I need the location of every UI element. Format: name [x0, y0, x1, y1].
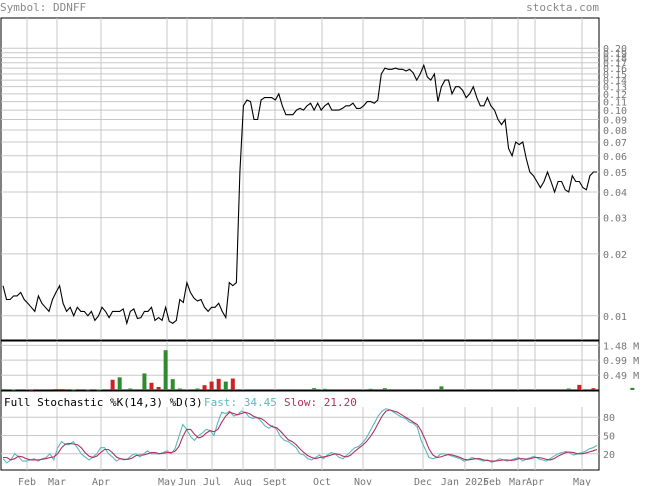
volume-bar: [170, 379, 175, 390]
price-tick-label: 0.14: [603, 76, 627, 87]
price-tick-label: 0.20: [603, 44, 627, 55]
price-tick-label: 0.08: [603, 126, 627, 137]
volume-bar: [1, 389, 5, 391]
x-axis-label: Jul: [203, 477, 221, 486]
stochastic-slow-label: Slow: 21.20: [284, 396, 357, 409]
price-tick-label: 0.11: [603, 98, 627, 109]
price-frame: [0, 17, 600, 341]
x-axis-label: Apr: [92, 477, 110, 486]
volume-bar: [368, 388, 373, 390]
x-axis-label: Sept: [263, 477, 287, 486]
volume-tick-label: 1.48 M: [603, 341, 639, 352]
volume-bar: [54, 389, 59, 391]
x-axis-label: Feb: [483, 477, 501, 486]
price-tick-label: 0.02: [603, 250, 627, 261]
stochastic-k-line: [2, 408, 598, 464]
volume-bar: [382, 388, 387, 390]
x-axis-label: Mar: [48, 477, 66, 486]
volume-bar: [322, 388, 327, 390]
volume-bar: [117, 377, 122, 390]
stochastic-tick-label: 80: [603, 413, 615, 424]
volume-frame: [0, 340, 600, 391]
price-tick-label: 0.10: [603, 106, 627, 117]
x-axis-label: Nov: [354, 477, 372, 486]
volume-bar: [577, 384, 582, 390]
volume-bar: [566, 388, 571, 390]
volume-bar: [156, 386, 161, 390]
volume-bar: [439, 386, 444, 390]
volume-tick-label: 0.99 M: [603, 356, 639, 367]
volume-panel: 1.48 M 0.99 M 0.49 M: [0, 340, 639, 391]
x-axis-label: Dec: [414, 477, 432, 486]
price-tick-label: 0.13: [603, 83, 627, 94]
x-axis-label: May: [158, 477, 176, 486]
x-axis-label: Aug: [234, 477, 252, 486]
price-tick-label: 0.04: [603, 188, 627, 199]
x-axis-label: Jan 2025: [441, 477, 489, 486]
x-axis-label: Oct: [313, 477, 331, 486]
x-axis-label: Jun: [178, 477, 196, 486]
volume-bar: [630, 387, 635, 390]
volume-bar: [209, 381, 214, 390]
symbol-label: Symbol: DDNFF: [0, 1, 86, 14]
x-axis-label: May: [573, 477, 591, 486]
price-tick-label: 0.07: [603, 138, 627, 149]
volume-bar: [110, 379, 115, 390]
price-panel: 0.200.190.180.170.160.150.140.130.120.11…: [0, 17, 627, 341]
volume-bar: [61, 389, 66, 391]
stochastic-tick-label: 50: [603, 432, 615, 443]
volume-bar: [29, 389, 34, 391]
x-axis-label: Apr: [526, 477, 544, 486]
volume-tick-label: 0.49 M: [603, 371, 639, 382]
price-tick-label: 0.12: [603, 90, 627, 101]
volume-bar: [163, 350, 168, 390]
x-axis-label: Feb: [18, 477, 36, 486]
volume-bar: [128, 388, 133, 390]
price-tick-label: 0.05: [603, 168, 627, 179]
stochastic-title: Full Stochastic %K(14,3) %D(3): [4, 396, 203, 409]
price-tick-label: 0.16: [603, 64, 627, 75]
volume-bar: [177, 388, 182, 390]
volume-bar: [202, 385, 207, 390]
price-tick-label: 0.06: [603, 152, 627, 163]
volume-bar: [216, 378, 221, 390]
stochastic-frame: [0, 390, 600, 471]
volume-bar: [223, 381, 228, 390]
volume-bar: [71, 389, 76, 391]
price-tick-label: 0.09: [603, 116, 627, 127]
volume-bar: [11, 389, 16, 391]
price-tick-label: 0.03: [603, 214, 627, 225]
price-series-line: [2, 63, 597, 326]
stochastic-d-line: [3, 409, 598, 462]
volume-bar: [96, 389, 101, 391]
volume-bar: [149, 382, 154, 390]
x-axis-label: Mar: [509, 477, 527, 486]
x-axis-labels: Feb Mar Apr May Jun Jul Aug Sept Oct Nov Dec Jan 20…: [18, 477, 591, 486]
price-tick-label: 0.18: [603, 54, 627, 65]
price-tick-label: 0.15: [603, 70, 627, 81]
site-label: stockta.com: [526, 1, 599, 14]
volume-bar: [312, 388, 317, 390]
volume-bar: [142, 373, 147, 390]
price-tick-label: 0.01: [603, 312, 627, 323]
volume-bar: [230, 378, 235, 390]
volume-bar: [591, 388, 596, 390]
stochastic-tick-label: 20: [603, 450, 615, 461]
volume-bar: [57, 389, 62, 391]
volume-bar: [195, 388, 200, 390]
stochastic-fast-label: Fast: 34.45: [204, 396, 277, 409]
price-tick-label: 0.19: [603, 49, 627, 60]
stochastic-panel: Full Stochastic %K(14,3) %D(3) Fast: 34.…: [0, 390, 615, 471]
volume-bar: [85, 389, 90, 391]
price-tick-label: 0.17: [603, 59, 627, 70]
